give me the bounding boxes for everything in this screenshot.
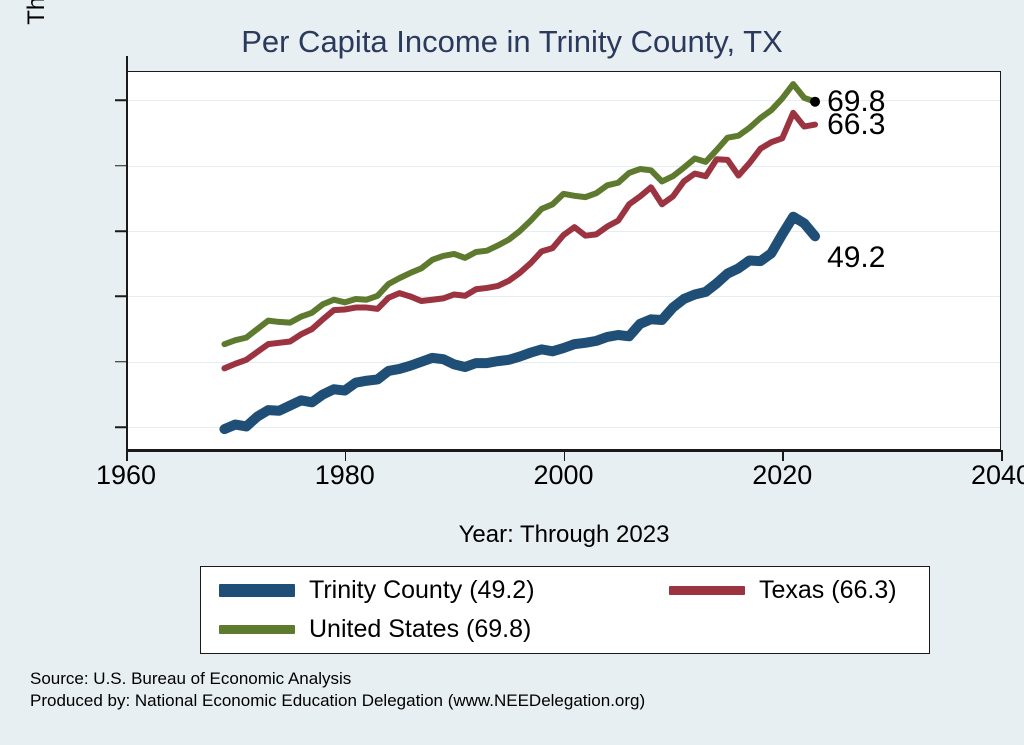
legend-label: Trinity County (49.2) (309, 576, 535, 604)
chart-title: Per Capita Income in Trinity County, TX (241, 24, 783, 59)
gridline (127, 427, 1000, 429)
y-axis-label: Thousands of 2023 $ (22, 0, 52, 102)
legend-entry: Trinity County (49.2) (201, 576, 651, 605)
endpoint-marker-dot (810, 96, 821, 107)
footer-producer: Produced by: National Economic Education… (30, 691, 646, 711)
series-line (219, 211, 821, 435)
gridline (127, 165, 1000, 167)
y-axis-label-wrapper: Thousands of 2023 $ (0, 0, 60, 420)
x-tick-mark (344, 450, 347, 461)
y-axis-line (126, 56, 128, 450)
plot-area (126, 71, 1001, 450)
x-tick-mark (782, 450, 784, 461)
legend-entry: Texas (66.3) (651, 576, 931, 605)
gridline (127, 361, 1000, 363)
y-tick-mark (115, 426, 126, 428)
y-tick-mark (115, 99, 126, 102)
legend-color-swatch (219, 584, 295, 597)
y-tick-mark (115, 165, 126, 167)
x-tick-mark (126, 450, 128, 461)
footer-source: Source: U.S. Bureau of Economic Analysis (30, 669, 352, 688)
x-tick-label: 1980 (314, 460, 375, 490)
legend-label: United States (69.8) (309, 615, 532, 643)
series-line (221, 109, 819, 372)
x-tick-label: 1960 (95, 460, 157, 490)
series-line (221, 81, 819, 348)
legend: Trinity County (49.2) Texas (66.3) United … (200, 566, 930, 654)
legend-color-swatch (219, 625, 295, 634)
x-tick-label: 2040 (970, 460, 1024, 490)
y-tick-mark (115, 295, 126, 298)
endpoint-value-label: 66.3 (827, 107, 886, 141)
gridline (127, 100, 1000, 102)
x-axis-label: Year: Through 2023 (458, 521, 670, 548)
legend-label: Texas (66.3) (759, 576, 897, 604)
x-tick-mark (1001, 450, 1003, 461)
series-lines (219, 81, 821, 435)
endpoint-value-label: 69.8 (827, 84, 886, 118)
x-tick-label: 2000 (533, 460, 594, 490)
endpoint-value-label: 49.2 (827, 241, 886, 275)
footer-notes: Source: U.S. Bureau of Economic Analysis… (30, 668, 645, 713)
legend-entry: United States (69.8) (201, 615, 651, 644)
y-tick-mark (115, 361, 126, 363)
gridline (127, 296, 1000, 298)
x-tick-label: 2020 (752, 460, 813, 490)
legend-color-swatch (669, 586, 745, 595)
x-tick-mark (563, 450, 565, 461)
y-tick-mark (115, 230, 126, 232)
